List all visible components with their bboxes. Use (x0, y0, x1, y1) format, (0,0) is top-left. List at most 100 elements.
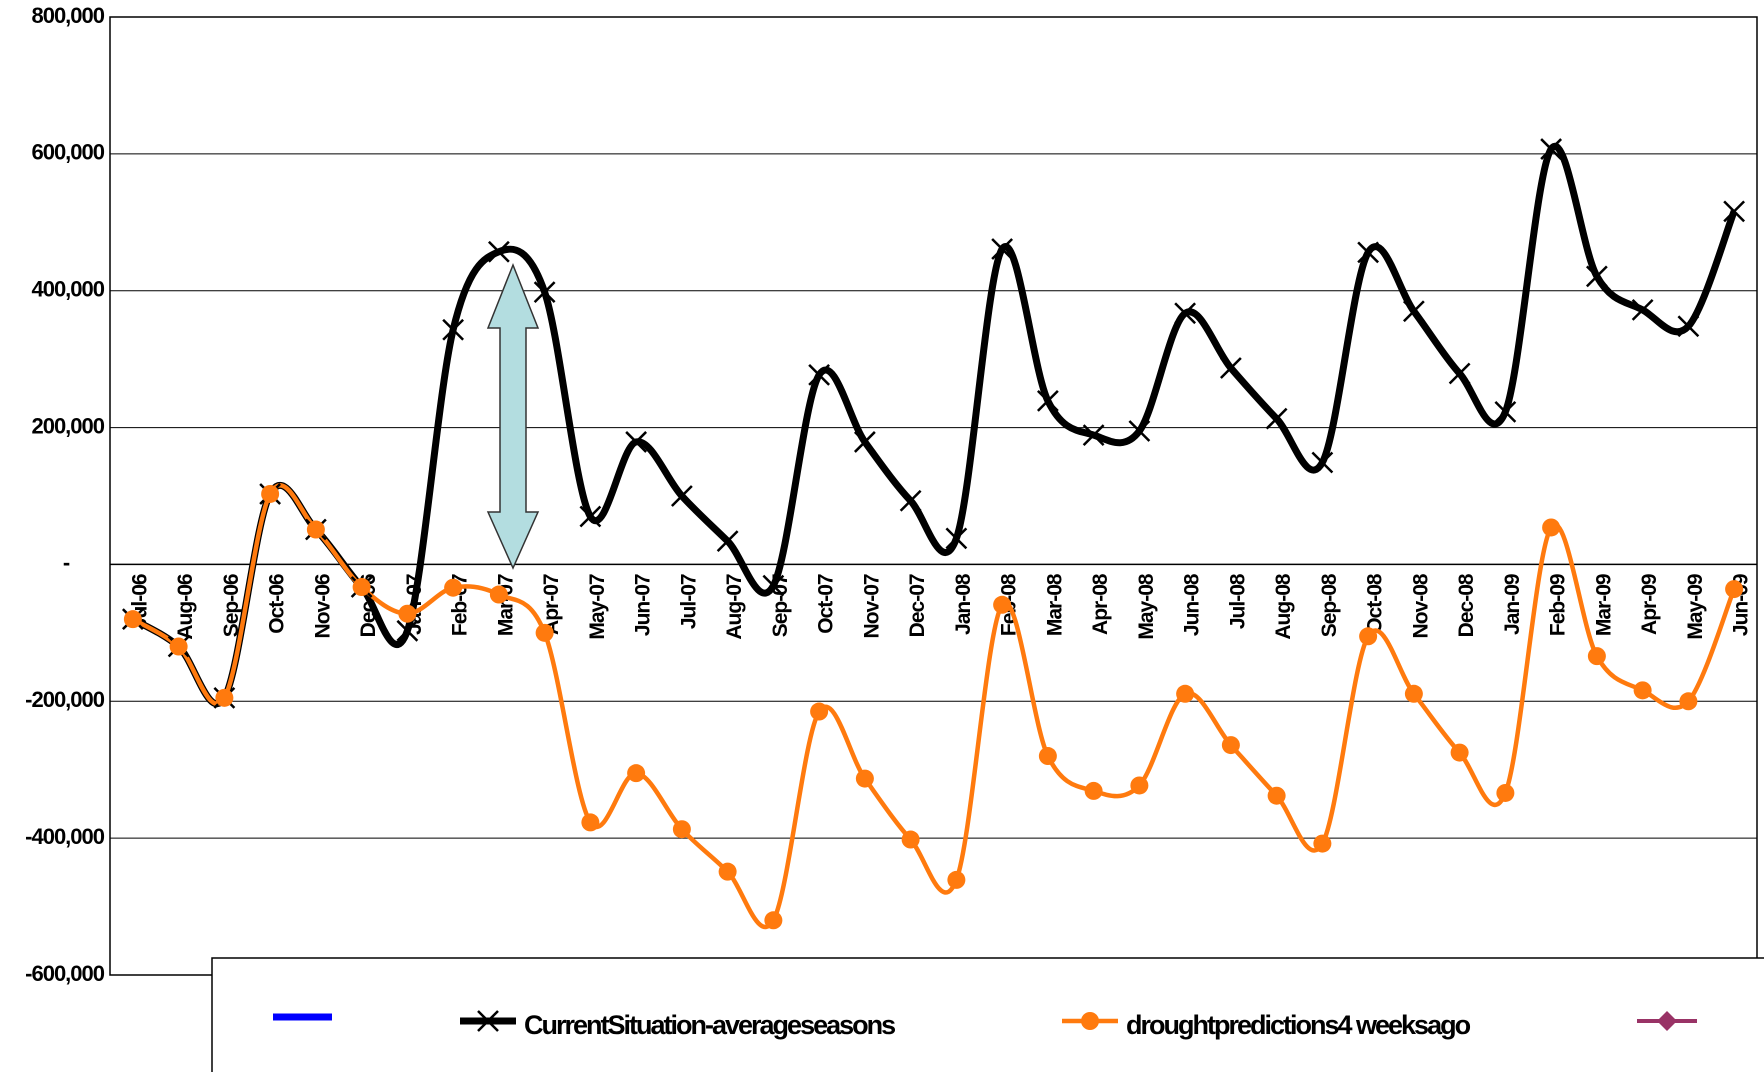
y-tick-label: 400,000 (31, 277, 104, 302)
y-tick-label: - (63, 550, 70, 575)
x-labels: Jul-06 Aug-06 Sep-06 Oct-06 Nov-06 Dec-06 Jan-… (128, 573, 1752, 640)
point (123, 610, 142, 629)
x-tick-label: Apr-08 (1089, 573, 1112, 635)
plot-frame (109, 16, 1758, 976)
legend-label: CurrentSituation-averageseasons (524, 1010, 895, 1040)
point (808, 363, 831, 386)
point (487, 240, 510, 263)
point (1130, 776, 1149, 795)
x-tick-label: Oct-06 (266, 574, 289, 634)
series-line (131, 483, 1737, 930)
x-tick-label: Oct-08 (1364, 573, 1387, 634)
point (627, 764, 646, 783)
x-tick-label: Nov-06 (311, 574, 334, 638)
x-tick-label: Sep-06 (220, 574, 243, 637)
y-tick-label: -200,000 (25, 687, 105, 712)
x-tick-label: Nov-08 (1409, 573, 1432, 638)
point (396, 619, 419, 642)
point (215, 688, 234, 707)
point (899, 489, 922, 512)
point (442, 318, 465, 341)
point (1587, 647, 1606, 666)
point (1219, 357, 1242, 379)
y-tick-label: 800,000 (31, 3, 104, 28)
point (169, 637, 188, 656)
x-tick-label: Jan-08 (952, 573, 975, 635)
point (533, 281, 556, 303)
legend-marker (477, 1010, 499, 1032)
x-tick-label: Apr-09 (1638, 574, 1661, 635)
point (1359, 627, 1378, 646)
point (625, 431, 648, 453)
point (1176, 684, 1195, 703)
point (1723, 200, 1746, 223)
point (1679, 692, 1698, 711)
point (398, 604, 417, 623)
legend-items: CurrentSituation-averageseasons droughtpr… (460, 1010, 1473, 1040)
point (945, 527, 968, 550)
x-tick-label: Jan-09 (1501, 574, 1524, 635)
series-line (131, 142, 1738, 708)
legend (211, 957, 1764, 1072)
point (1404, 684, 1423, 703)
point (1311, 451, 1334, 474)
grid: -600,000-400,000-200,000-200,000400,0006… (25, 3, 1757, 986)
point (947, 870, 966, 889)
x-tick-label: May-08 (1135, 573, 1158, 640)
x-tick-label: Sep-08 (1318, 573, 1341, 637)
point (901, 830, 920, 849)
legend-marker (1657, 1011, 1677, 1031)
annotation-arrow (486, 262, 540, 570)
point (764, 911, 783, 930)
point (1450, 743, 1469, 762)
point (1677, 315, 1700, 338)
x-tick-label: Jun-08 (1181, 573, 1204, 636)
point (670, 485, 693, 507)
x-tick-label: Aug-06 (174, 574, 197, 639)
x-tick-label: Dec-07 (906, 574, 929, 637)
point (993, 595, 1012, 614)
point (1036, 390, 1059, 412)
point (1174, 302, 1197, 325)
x-tick-label: Aug-08 (1272, 573, 1295, 639)
y-tick-label: -600,000 (25, 961, 105, 986)
x-tick-label: Mar-09 (1592, 574, 1615, 636)
point (1585, 265, 1608, 288)
x-tick-label: Mar-07 (494, 574, 517, 636)
point (1221, 736, 1240, 755)
x-tick-label: Mar-08 (1043, 573, 1066, 636)
point (853, 431, 876, 453)
point (762, 574, 785, 597)
point (1313, 834, 1332, 853)
point (1084, 781, 1103, 800)
x-tick-label: Dec-08 (1455, 573, 1478, 637)
point (1496, 783, 1515, 802)
y-tick-label: 600,000 (31, 140, 104, 165)
point (1402, 300, 1425, 323)
point (1542, 518, 1561, 537)
point (306, 520, 325, 539)
point (1357, 241, 1380, 264)
point (1082, 424, 1105, 446)
point (1725, 580, 1744, 599)
point (1267, 786, 1286, 805)
point (672, 820, 691, 839)
x-tick-label: Jun-07 (632, 574, 655, 636)
point (716, 530, 739, 553)
x-tick-label: Aug-07 (723, 574, 746, 639)
legend-marker (1081, 1012, 1099, 1030)
x-tick-label: Feb-09 (1547, 574, 1570, 636)
point (1038, 747, 1057, 766)
point (1494, 400, 1517, 423)
point (855, 769, 874, 788)
point (1631, 298, 1654, 321)
point (535, 623, 554, 642)
point (489, 585, 508, 604)
y-tick-label: 200,000 (31, 413, 104, 438)
x-tick-label: Apr-07 (540, 574, 563, 635)
point (444, 578, 463, 597)
point (991, 238, 1014, 260)
lines (121, 138, 1746, 930)
point (261, 484, 280, 503)
